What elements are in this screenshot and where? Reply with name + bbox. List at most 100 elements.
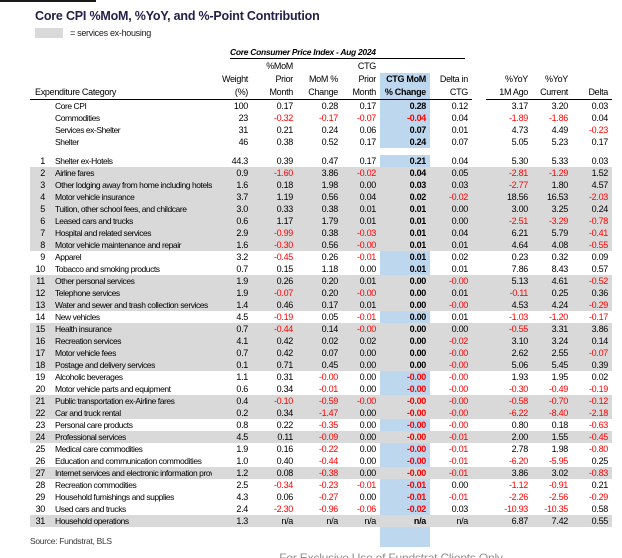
column-gap [472, 215, 486, 227]
row-category: Motor vehicle fees [48, 347, 212, 359]
cell-delta-ctg: 0.03 [430, 179, 472, 191]
cell-delta-ctg: -0.01 [448, 444, 468, 454]
cell-delta: -0.12 [572, 395, 612, 407]
cell-delta: 0.03 [591, 156, 609, 166]
cell-mom-change: 1.18 [321, 264, 339, 274]
row-category: Commodities [55, 113, 100, 123]
cell-mom-change: -0.23 [318, 480, 338, 490]
cell-ctg-prior: 0.00 [359, 372, 377, 382]
row-category: Alcoholic beverages [55, 372, 123, 382]
cell-ctg-prior: -0.01 [356, 312, 376, 322]
cell-yoy-1m: 5.13 [486, 275, 532, 287]
cell-yoy-current: 5.79 [532, 227, 572, 239]
cell-yoy-current: 3.31 [532, 323, 572, 335]
cell-mom-prior: 0.17 [276, 101, 294, 111]
cell-delta: -2.18 [572, 407, 612, 419]
cell-delta-ctg: -0.00 [430, 275, 472, 287]
row-number: 27 [30, 467, 48, 479]
cell-yoy-1m: 2.62 [486, 347, 532, 359]
row-number: 1 [40, 156, 45, 166]
table-row: 4 Motor vehicle insurance 3.7 1.19 0.56 … [30, 191, 612, 203]
row-category: Services ex-Shelter [55, 125, 121, 135]
cell-yoy-current: -0.70 [532, 395, 572, 407]
cell-weight: 4.1 [212, 335, 252, 347]
cell-ctg-prior: 0.02 [342, 335, 380, 347]
cell-yoy-1m: 6.87 [486, 515, 532, 527]
cell-ctg-prior: -0.07 [356, 113, 376, 123]
cell-yoy-1m: -0.30 [508, 384, 528, 394]
cell-delta: -0.23 [588, 125, 608, 135]
cell-yoy-current: -1.86 [548, 113, 568, 123]
cell-mom-prior: 0.15 [276, 264, 294, 274]
row-category: Tuition, other school fees, and childcar… [48, 203, 212, 215]
row-category: Motor vehicle parts and equipment [55, 384, 171, 394]
cell-ctg-prior: -0.01 [356, 480, 376, 490]
cell-mom-change: 0.52 [321, 137, 339, 147]
column-gap [472, 407, 486, 419]
header-row-1: %MoM CTG [30, 60, 612, 73]
row-category: Shelter ex-Hotels [55, 156, 113, 166]
table-row: 5 Tuition, other school fees, and childc… [30, 203, 612, 215]
table-header: %MoM CTG Weight Prior MoM % Prior CTG Mo… [30, 60, 612, 100]
column-gap [472, 515, 486, 527]
cell-weight: 0.2 [212, 407, 252, 419]
row-category: Personal care products [55, 420, 133, 430]
cell-weight: 0.7 [212, 347, 252, 359]
cell-delta: 0.04 [591, 113, 609, 123]
cell-yoy-current: 0.32 [551, 252, 569, 262]
cell-mom-change: 0.56 [297, 239, 342, 251]
cell-weight: 0.7 [236, 264, 248, 274]
cell-mom-prior: 0.16 [276, 444, 294, 454]
cell-ctg-prior: -0.06 [356, 504, 376, 514]
cell-weight: 0.7 [212, 323, 252, 335]
table-row: 6 Leased cars and trucks 0.6 1.17 1.79 0… [30, 215, 612, 227]
column-gap [472, 311, 486, 323]
row-number: 28 [35, 480, 46, 490]
cell-yoy-current: 0.25 [532, 287, 572, 299]
table-row: 7 Hospital and related services 2.9 -0.9… [30, 227, 612, 239]
cell-ctg-prior: 0.17 [359, 101, 377, 111]
cell-ctg-mom: -0.01 [380, 491, 430, 503]
cell-mom-prior: 0.33 [252, 203, 297, 215]
cell-delta: -0.80 [588, 444, 608, 454]
column-gap [472, 227, 486, 239]
cell-mom-change: -0.17 [318, 113, 338, 123]
cell-yoy-1m: -2.77 [486, 179, 532, 191]
row-number: 20 [35, 384, 46, 394]
legend: = services ex-housing [35, 27, 622, 39]
cell-delta: -0.29 [572, 299, 612, 311]
cell-delta: 0.09 [591, 252, 609, 262]
column-gap [472, 251, 486, 263]
cell-ctg-prior: 0.17 [359, 137, 377, 147]
column-gap [472, 419, 486, 431]
col-head-weight: Weight [221, 74, 248, 84]
cell-mom-prior: -0.10 [252, 395, 297, 407]
cell-ctg-mom: 0.00 [380, 359, 430, 371]
window-edge-artifact [0, 0, 96, 2]
cell-delta: 0.36 [572, 287, 612, 299]
cell-mom-change: -0.00 [318, 372, 338, 382]
cell-weight: 1.4 [212, 299, 252, 311]
summary-rows: Core CPI 100 0.17 0.28 0.17 0.28 0.12 3.… [30, 99, 612, 148]
row-category: Public transportation ex-Airline fares [48, 395, 212, 407]
cell-mom-prior: 0.46 [252, 299, 297, 311]
row-category: Other lodging away from home including h… [48, 179, 212, 191]
row-category: Water and sewer and trash collection ser… [48, 299, 212, 311]
cell-ctg-prior: 0.00 [342, 431, 380, 443]
cell-ctg-prior: 0.00 [342, 407, 380, 419]
row-category: Household operations [48, 515, 212, 527]
table-row: 15 Health insurance 0.7 -0.44 0.14 -0.00… [30, 323, 612, 335]
cell-mom-change: 0.47 [321, 156, 339, 166]
cell-mom-change: -0.27 [318, 492, 338, 502]
column-gap [472, 347, 486, 359]
cell-delta: 1.52 [572, 167, 612, 179]
cell-delta-ctg: 0.04 [451, 156, 469, 166]
cell-mom-change: 0.24 [321, 125, 339, 135]
cell-delta-ctg: 0.02 [451, 252, 469, 262]
cell-yoy-current: 5.23 [551, 137, 569, 147]
row-number: 21 [30, 395, 48, 407]
row-number: 18 [30, 359, 48, 371]
row-category: Postage and delivery services [48, 359, 212, 371]
cell-delta: -0.17 [588, 312, 608, 322]
